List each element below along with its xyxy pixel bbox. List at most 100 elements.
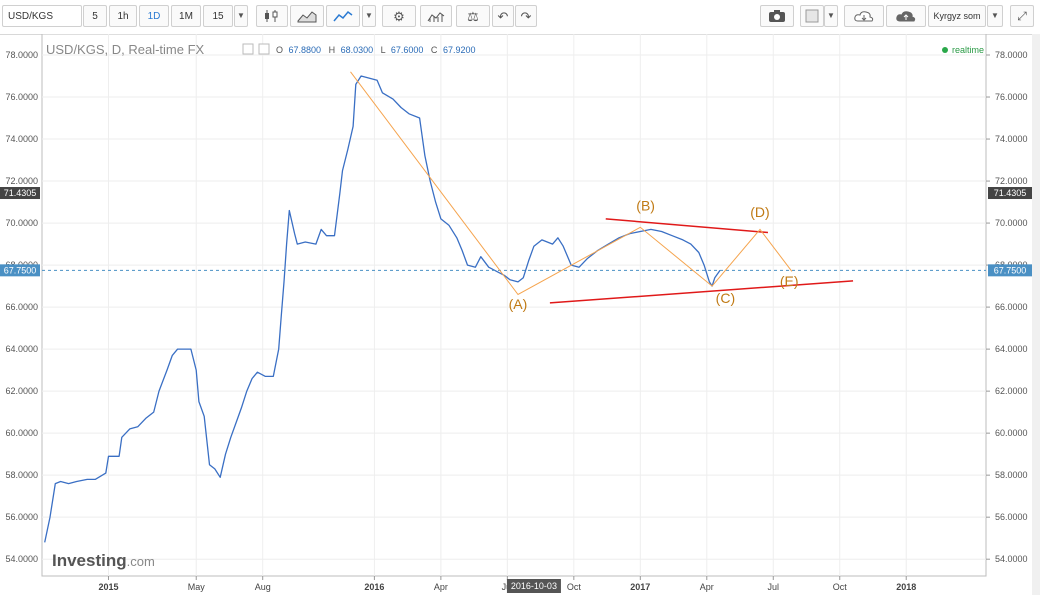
interval-1d-button[interactable]: 1D — [139, 5, 169, 27]
chevron-down-icon: ▼ — [991, 11, 999, 20]
y-tick-label-left: 76.0000 — [5, 92, 38, 102]
price-marker-left-label: 71.4305 — [4, 188, 37, 198]
y-tick-label-right: 74.0000 — [995, 134, 1028, 144]
watermark-light: .com — [127, 554, 155, 569]
undo-icon: ↶ — [497, 8, 509, 24]
gear-icon: ⚙ — [393, 8, 405, 24]
legend-settings-icon[interactable] — [242, 43, 254, 55]
price-line-group — [44, 75, 721, 543]
crosshair-date-label: 2016-10-03 — [511, 581, 557, 591]
x-tick-label: Apr — [434, 582, 448, 592]
y-tick-label-right: 76.0000 — [995, 92, 1028, 102]
realtime-dot-icon — [942, 47, 948, 53]
x-tick-label: 2015 — [98, 582, 118, 592]
interval-1h-button[interactable]: 1h — [109, 5, 137, 27]
settings-button[interactable]: ⚙ — [382, 5, 416, 27]
currency-dropdown-button[interactable]: ▼ — [987, 5, 1003, 27]
wave-label: (A) — [509, 296, 528, 312]
snapshot-button[interactable] — [760, 5, 794, 27]
y-tick-label-left: 72.0000 — [5, 176, 38, 186]
elliott-wave-path — [350, 71, 793, 296]
x-tick-label: Apr — [700, 582, 714, 592]
legend-close-icon[interactable] — [258, 43, 270, 55]
y-axis-right: 54.0000 56.0000 58.0000 60.0000 62.0000 64.00… — [986, 50, 1028, 564]
price-marker-right-label: 71.4305 — [994, 188, 1027, 198]
candles-style-button[interactable] — [256, 5, 288, 27]
chevron-down-icon: ▼ — [365, 11, 373, 20]
save-chart-button[interactable] — [886, 5, 926, 27]
price-chart[interactable]: 54.0000 56.0000 58.0000 60.0000 62.0000 64.00… — [0, 33, 1040, 595]
y-tick-label-right: 54.0000 — [995, 554, 1028, 564]
high-value: 68.0300 — [341, 45, 374, 55]
interval-1m-button[interactable]: 1M — [171, 5, 201, 27]
wave-label: (C) — [716, 290, 735, 306]
y-tick-label-right: 62.0000 — [995, 386, 1028, 396]
y-tick-label-right: 56.0000 — [995, 512, 1028, 522]
svg-text:O 67.8800 H: O 67.8800 H 68.0300 L 67.6000 C 67.9200 — [276, 45, 475, 55]
y-tick-label-left: 74.0000 — [5, 134, 38, 144]
redo-button[interactable]: ↷ — [515, 5, 537, 27]
open-label: O — [276, 45, 283, 55]
color-picker-button[interactable] — [800, 5, 824, 27]
cloud-upload-icon — [896, 11, 916, 22]
x-tick-label: Oct — [567, 582, 582, 592]
wave-label: (D) — [750, 204, 769, 220]
style-dropdown-button[interactable]: ▼ — [362, 5, 376, 27]
interval-5-button[interactable]: 5 — [83, 5, 107, 27]
y-tick-label-right: 78.0000 — [995, 50, 1028, 60]
symbol-title: USD/KGS, D, Real-time FX — [46, 42, 205, 57]
color-dropdown-button[interactable]: ▼ — [824, 5, 838, 27]
candles-icon — [265, 10, 278, 22]
x-tick-label: May — [188, 582, 206, 592]
y-tick-label-left: 56.0000 — [5, 512, 38, 522]
cloud-download-icon — [854, 11, 874, 22]
scales-icon: ⚖ — [467, 8, 479, 24]
open-value: 67.8800 — [289, 45, 322, 55]
wave-label: (B) — [636, 197, 655, 213]
high-label: H — [329, 45, 336, 55]
chart-area[interactable]: 54.0000 56.0000 58.0000 60.0000 62.0000 64.00… — [0, 33, 1040, 595]
trendline — [549, 280, 854, 304]
fullscreen-button[interactable]: ⤢ — [1010, 5, 1034, 27]
y-tick-label-left: 58.0000 — [5, 470, 38, 480]
y-tick-label-right: 70.0000 — [995, 218, 1028, 228]
symbol-input[interactable]: USD/KGS — [2, 5, 82, 27]
low-label: L — [381, 45, 386, 55]
redo-icon: ↷ — [520, 8, 532, 24]
interval-dropdown-button[interactable]: ▼ — [234, 5, 248, 27]
area-style-button[interactable] — [290, 5, 324, 27]
price-marker-left — [0, 264, 40, 277]
chart-legend: USD/KGS, D, Real-time FX O 67.8800 H 68.… — [46, 42, 984, 57]
price-marker-left — [0, 187, 40, 200]
x-tick-label: 2018 — [896, 582, 916, 592]
compare-button[interactable]: ⚖ — [456, 5, 490, 27]
investing-watermark: Investing.com — [52, 551, 155, 570]
currency-select[interactable]: Kyrgyz som — [928, 5, 986, 27]
load-chart-button[interactable] — [844, 5, 884, 27]
y-tick-label-right: 72.0000 — [995, 176, 1028, 186]
plot-frame — [41, 33, 987, 577]
color-square-icon — [805, 9, 819, 23]
watermark-bold: Investing — [52, 551, 127, 570]
x-axis: 2015MayAug2016AprJulOct2017AprJulOct2018… — [98, 576, 916, 593]
x-tick-label: Jul — [768, 582, 780, 592]
price-line — [44, 75, 721, 543]
area-chart-icon — [297, 11, 317, 23]
drawing-overlays[interactable]: (A) (B) (C) (D) (E) — [42, 71, 986, 312]
y-axis-left: 54.0000 56.0000 58.0000 60.0000 62.0000 64.00… — [5, 50, 38, 564]
line-style-button[interactable] — [326, 5, 360, 27]
undo-button[interactable]: ↶ — [492, 5, 514, 27]
interval-15-button[interactable]: 15 — [203, 5, 233, 27]
camera-icon — [769, 10, 785, 22]
y-tick-label-left: 64.0000 — [5, 344, 38, 354]
y-tick-label-left: 78.0000 — [5, 50, 38, 60]
fullscreen-icon: ⤢ — [1017, 9, 1027, 23]
y-tick-label-left: 60.0000 — [5, 428, 38, 438]
indicators-button[interactable] — [420, 5, 452, 27]
x-tick-label: Oct — [833, 582, 848, 592]
price-marker-right — [988, 187, 1032, 200]
vertical-scrollbar[interactable] — [1032, 34, 1040, 595]
x-tick-label: 2016 — [364, 582, 384, 592]
price-marker-right-label: 67.7500 — [994, 265, 1027, 275]
y-tick-label-left: 62.0000 — [5, 386, 38, 396]
